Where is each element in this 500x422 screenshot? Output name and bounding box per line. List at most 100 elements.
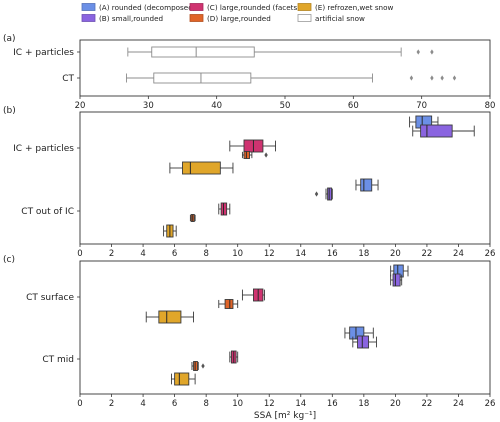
x-tick-label: 10 — [232, 249, 243, 259]
x-tick-label: 16 — [327, 399, 338, 409]
flier-point — [314, 191, 319, 197]
box--c-large-rounded-facets- — [241, 288, 265, 302]
x-tick-label: 70 — [416, 101, 427, 111]
box--d-large-rounded — [241, 151, 268, 159]
flier-point — [409, 75, 414, 81]
panel-tag: (b) — [3, 106, 16, 116]
x-tick-label: 2 — [109, 399, 114, 409]
category-label: CT — [62, 74, 74, 84]
flier-point — [416, 49, 420, 55]
x-tick-label: 12 — [264, 249, 275, 259]
legend: (A) rounded (decomposed) (C) large,rounde… — [81, 3, 394, 23]
flier-point — [201, 363, 205, 369]
x-tick-label: 16 — [327, 249, 338, 259]
x-tick-label: 18 — [358, 249, 369, 259]
panel-tag: (c) — [3, 255, 15, 265]
box--b-small-rounded — [352, 335, 377, 349]
category-label: IC + particles — [13, 144, 74, 154]
x-tick-label: 0 — [77, 249, 82, 259]
x-tick-label: 6 — [172, 249, 177, 259]
panel-tag: (a) — [3, 34, 16, 44]
x-tick-label: 12 — [264, 399, 275, 409]
plot-frame — [79, 111, 491, 245]
plot-frame — [79, 39, 491, 97]
box--a-rounded-decomposed- — [355, 178, 379, 192]
category-label: IC + particles — [13, 48, 74, 58]
panel-0: (a) 20 30 40 50 60 70 80 IC + particles CT — [3, 34, 495, 111]
category-label: CT out of IC — [21, 207, 74, 217]
x-tick-label: 14 — [295, 249, 306, 259]
x-tick-label: 20 — [390, 399, 401, 409]
x-tick-label: 24 — [453, 249, 464, 259]
x-axis-title: SSA [m² kg⁻¹] — [254, 411, 316, 421]
box-iqr — [151, 46, 255, 58]
box--b-small-rounded — [390, 273, 403, 287]
box--c-large-rounded-facets- — [229, 139, 276, 153]
x-tick-label: 80 — [485, 101, 496, 111]
x-tick-label: 18 — [358, 399, 369, 409]
legend-label: (B) small,rounded — [99, 14, 163, 23]
legend-label: artificial snow — [315, 14, 365, 23]
legend-swatch — [81, 14, 96, 22]
box-iqr — [420, 124, 453, 138]
x-tick-label: 22 — [422, 399, 433, 409]
flier-point — [430, 75, 434, 81]
x-tick-label: 4 — [140, 399, 145, 409]
x-tick-label: 40 — [211, 101, 222, 111]
x-tick-label: 22 — [422, 249, 433, 259]
x-tick-label: 50 — [280, 101, 291, 111]
box--e-refrozen-wet-snow — [169, 161, 234, 175]
legend-swatch — [297, 14, 312, 22]
box--c-large-rounded-facets- — [218, 202, 231, 216]
box-iqr — [392, 273, 401, 287]
flier-point — [452, 75, 457, 81]
box--d-large-rounded — [189, 214, 196, 222]
legend-label: (E) refrozen,wet snow — [315, 3, 394, 12]
box--e-refrozen-wet-snow — [171, 372, 196, 386]
box-iqr — [224, 299, 234, 309]
legend-swatch — [81, 3, 96, 11]
box--c-large-rounded-facets- — [229, 350, 239, 364]
legend-label: (C) large,rounded (facets) — [207, 3, 300, 12]
legend-swatch — [189, 3, 204, 11]
x-tick-label: 2 — [109, 249, 114, 259]
box-iqr — [158, 310, 182, 324]
x-tick-label: 8 — [203, 399, 208, 409]
box-iqr — [357, 335, 370, 349]
box--e-refrozen-wet-snow — [145, 310, 194, 324]
legend-label: (D) large,rounded — [207, 14, 271, 23]
category-label: CT surface — [26, 293, 74, 303]
box--d-large-rounded — [218, 299, 239, 309]
x-tick-label: 14 — [295, 399, 306, 409]
box-iqr — [182, 161, 221, 175]
box-iqr — [174, 372, 190, 386]
x-tick-label: 24 — [453, 399, 464, 409]
flier-point — [440, 75, 444, 81]
legend-swatch — [297, 3, 312, 11]
x-tick-label: 6 — [172, 399, 177, 409]
box-iqr — [360, 178, 373, 192]
x-tick-label: 10 — [232, 399, 243, 409]
x-tick-label: 26 — [485, 399, 496, 409]
box-artificial-snow — [127, 46, 434, 58]
plot-frame — [79, 260, 491, 395]
legend-label: (A) rounded (decomposed) — [99, 3, 196, 12]
x-tick-label: 20 — [390, 249, 401, 259]
flier-point — [264, 152, 268, 158]
box--b-small-rounded — [314, 187, 333, 201]
box--e-refrozen-wet-snow — [163, 224, 177, 238]
x-tick-label: 30 — [143, 101, 154, 111]
flier-point — [430, 49, 434, 55]
x-tick-label: 60 — [348, 101, 359, 111]
box-artificial-snow — [126, 72, 457, 84]
x-tick-label: 20 — [75, 101, 86, 111]
box-iqr — [153, 72, 252, 84]
box--d-large-rounded — [191, 361, 205, 371]
x-tick-label: 0 — [77, 399, 82, 409]
box--b-small-rounded — [412, 124, 475, 138]
x-tick-label: 8 — [203, 249, 208, 259]
